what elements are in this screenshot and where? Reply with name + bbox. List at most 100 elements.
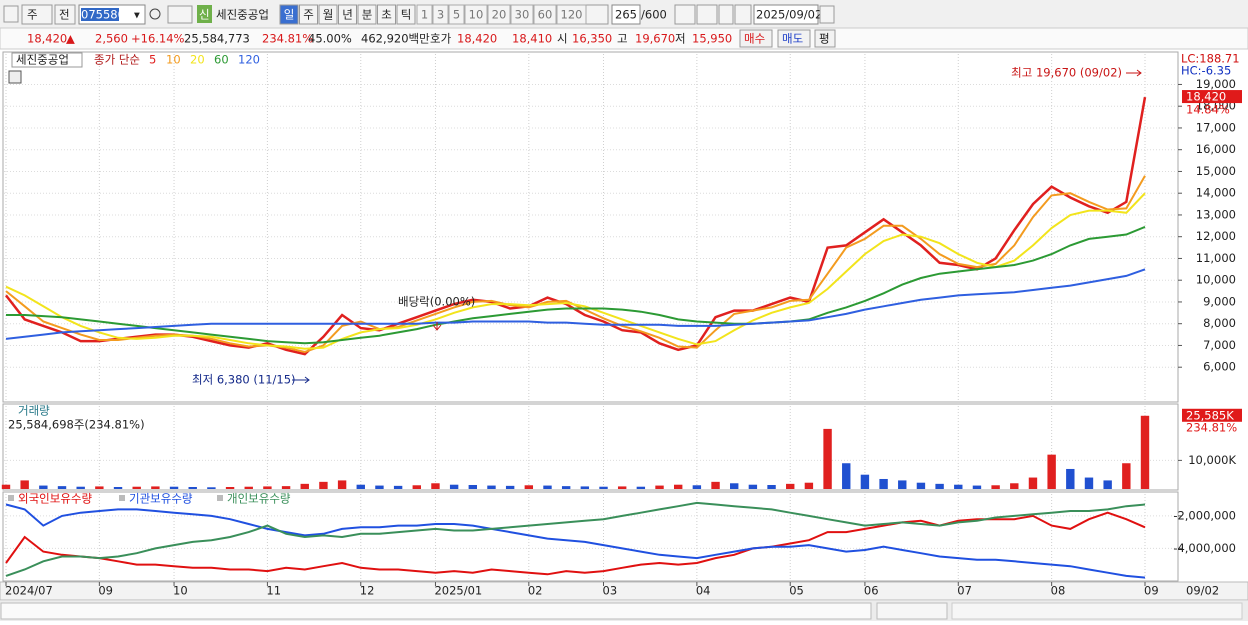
quote-bid: 18,410 bbox=[512, 32, 552, 46]
volume-bar bbox=[898, 480, 907, 489]
badge-text: 신 bbox=[199, 8, 210, 22]
annotation-low: 최저 6,380 (11/15) bbox=[192, 373, 296, 387]
interval-text: 3 bbox=[437, 8, 444, 22]
volume-bar bbox=[916, 482, 926, 489]
legend-item: 120 bbox=[238, 53, 260, 67]
date-input[interactable] bbox=[753, 4, 819, 25]
count-input[interactable] bbox=[611, 4, 641, 25]
volume-bar bbox=[412, 485, 421, 489]
x-tick-label: 02 bbox=[528, 584, 543, 598]
sound-button[interactable] bbox=[167, 5, 193, 24]
price-panel bbox=[2, 51, 1179, 403]
volume-bar bbox=[991, 485, 1000, 489]
interval-text: 20 bbox=[492, 8, 507, 22]
legend-title: 종가 단순 bbox=[94, 53, 140, 67]
save-button[interactable] bbox=[718, 4, 734, 25]
x-tick-label: 06 bbox=[864, 584, 879, 598]
y-tick-label: 15,000 bbox=[1196, 164, 1236, 178]
period-button[interactable] bbox=[377, 4, 396, 25]
volume-bar bbox=[935, 483, 944, 489]
count-text: 265 bbox=[615, 8, 637, 22]
volume-bar bbox=[1047, 454, 1056, 489]
y-tick-label: 14,000 bbox=[1196, 186, 1236, 200]
period-button[interactable] bbox=[396, 4, 416, 25]
volume-bar bbox=[468, 484, 478, 489]
type-select[interactable] bbox=[21, 4, 53, 25]
volume-bar bbox=[748, 484, 758, 489]
volume-bar bbox=[617, 486, 627, 489]
annotation-arrow bbox=[432, 322, 442, 331]
date-text: 2025/09/02 bbox=[756, 8, 822, 22]
volume-bar bbox=[954, 484, 963, 489]
quote-change-pct: +16.14% bbox=[131, 32, 185, 46]
volume-bar bbox=[842, 463, 851, 489]
volume-bar bbox=[375, 485, 384, 489]
x-tick-label: 07 bbox=[957, 584, 972, 598]
volume-bar bbox=[655, 485, 664, 489]
volume-bar bbox=[524, 485, 534, 489]
interval-button[interactable] bbox=[556, 4, 587, 25]
hc-label: HC:-6.35 bbox=[1181, 64, 1231, 78]
interval-text: 30 bbox=[515, 8, 530, 22]
legend-swatch bbox=[8, 495, 14, 501]
volume-bar bbox=[673, 484, 683, 489]
y-tick-label: 9,000 bbox=[1203, 294, 1236, 308]
x-tick-label: 05 bbox=[789, 584, 804, 598]
volume-bar bbox=[76, 486, 85, 489]
sell-button[interactable] bbox=[777, 29, 811, 48]
interval-button[interactable] bbox=[432, 4, 449, 25]
playback-controls[interactable] bbox=[876, 602, 948, 620]
x-end-label: 09/02 bbox=[1186, 584, 1219, 598]
interval-button[interactable] bbox=[510, 4, 534, 25]
volume-bar bbox=[543, 485, 552, 489]
legend-item: 개인보유수량 bbox=[227, 492, 291, 506]
quote-bar bbox=[0, 27, 1248, 50]
dropdown-arrow[interactable]: ▾ bbox=[134, 8, 140, 22]
quote-buy: 매수 bbox=[744, 32, 765, 46]
x-tick-label: 09 bbox=[98, 584, 113, 598]
annotation-high: 최고 19,670 (09/02) bbox=[1011, 66, 1122, 80]
period-button[interactable] bbox=[338, 4, 357, 25]
series-line bbox=[5, 96, 1147, 356]
calendar-button[interactable] bbox=[819, 5, 835, 24]
x-tick-label: 04 bbox=[696, 584, 711, 598]
zoom-controls[interactable] bbox=[951, 602, 1243, 620]
period-button[interactable] bbox=[279, 4, 299, 25]
period-button[interactable] bbox=[357, 4, 377, 25]
quote-arrow: ▲ bbox=[66, 32, 75, 46]
buy-button[interactable] bbox=[739, 29, 773, 48]
volume-bar bbox=[244, 486, 253, 489]
settings-button[interactable] bbox=[734, 4, 752, 25]
calc-icon[interactable] bbox=[8, 70, 22, 84]
interval-button[interactable] bbox=[464, 4, 488, 25]
interval-button[interactable] bbox=[533, 4, 557, 25]
scroll-track[interactable] bbox=[0, 602, 872, 620]
volume-bar bbox=[1140, 415, 1150, 489]
y-tick-label: 13,000 bbox=[1196, 207, 1236, 221]
volume-bar bbox=[1103, 480, 1112, 489]
legend-item: 5 bbox=[149, 53, 156, 67]
period-text: 초 bbox=[381, 8, 392, 22]
avg-button[interactable] bbox=[814, 29, 836, 48]
series-line bbox=[5, 501, 1146, 577]
y-tick-label: 10,000K bbox=[1188, 453, 1236, 467]
mode-button[interactable] bbox=[54, 4, 76, 25]
volume-bar bbox=[860, 474, 870, 489]
volume-bar bbox=[449, 484, 459, 489]
period-button[interactable] bbox=[318, 4, 338, 25]
interval-button[interactable] bbox=[416, 4, 433, 25]
interval-text: 10 bbox=[469, 8, 484, 22]
interval-button[interactable] bbox=[448, 4, 465, 25]
period-button[interactable] bbox=[299, 4, 318, 25]
name-box bbox=[11, 52, 83, 68]
search-icon[interactable] bbox=[149, 8, 161, 20]
interval-button[interactable] bbox=[487, 4, 511, 25]
volume-summary: 25,584,698주(234.81%) bbox=[8, 418, 145, 432]
tool-button[interactable] bbox=[674, 4, 696, 25]
tool-button[interactable] bbox=[696, 4, 718, 25]
series-line bbox=[5, 192, 1146, 350]
series-line bbox=[5, 503, 1146, 579]
volume-tag-label: 25,585K bbox=[1186, 408, 1234, 422]
window-icon[interactable] bbox=[3, 5, 19, 23]
